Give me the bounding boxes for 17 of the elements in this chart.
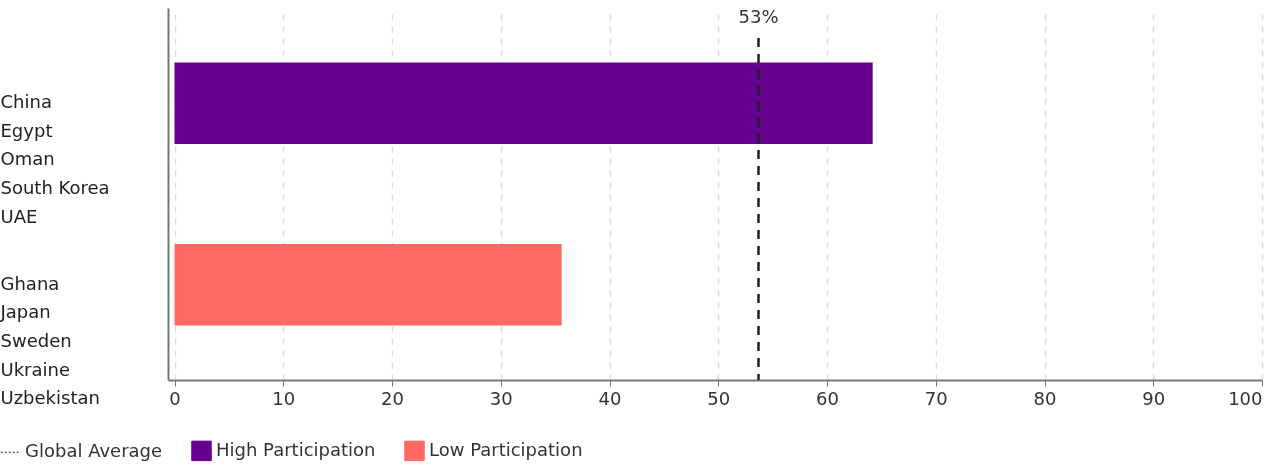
x-tick-label: 80	[1033, 387, 1057, 409]
x-tick-label: 20	[381, 387, 404, 409]
x-tick-label: 40	[598, 387, 622, 409]
x-tick-label: 90	[1142, 387, 1166, 409]
x-tick-label: 10	[272, 387, 296, 409]
x-tick-label: 70	[924, 387, 948, 409]
annotation: 53%	[738, 6, 779, 27]
legend-label: High Participation	[216, 438, 376, 460]
x-tick-label: 30	[489, 387, 513, 409]
legend-label: Global Average	[25, 440, 163, 462]
y-tick-label: China Egypt Oman South Korea UAE	[0, 91, 110, 227]
x-tick-label: 0	[169, 387, 181, 409]
y-tick-label: Ghana Japan Sweden Ukraine Uzbekistan	[0, 272, 100, 409]
x-tick-label: 50	[707, 387, 731, 409]
x-tick-label: 100	[1228, 387, 1263, 409]
legend-label: Low Participation	[429, 438, 583, 460]
x-tick-label: 60	[816, 387, 839, 409]
